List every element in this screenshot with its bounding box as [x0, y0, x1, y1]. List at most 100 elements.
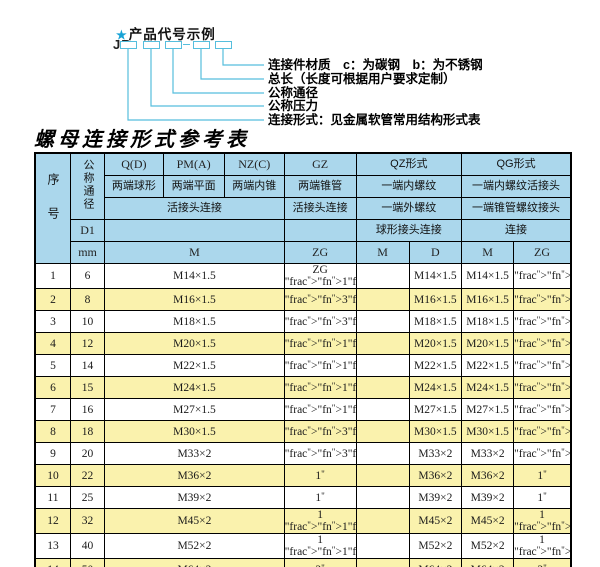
cell-qz-d: M27×1.5 [408, 398, 463, 422]
cell-gz: "frac">"fn">3"fd">4" [283, 420, 357, 444]
cell-seq: 7 [34, 398, 71, 422]
table-row: 28M16×1.5"frac">"fn">3"fd">8"M16×1.5M16×… [34, 288, 572, 312]
cell-seq: 10 [34, 464, 71, 488]
cell-m: M18×1.5 [104, 310, 285, 334]
cell-dn: 16 [69, 398, 106, 422]
cell-m: M33×2 [104, 442, 285, 466]
cell-qz-m [355, 508, 410, 535]
cell-qz-m [355, 262, 410, 290]
header-dn-text: 公称通径 [82, 158, 95, 211]
cell-m: M39×2 [104, 486, 285, 510]
cell-seq: 3 [34, 310, 71, 334]
label-connection: 连接形式：见金属软管常用结构形式表 [268, 113, 481, 127]
header-unit-qz-m: M [355, 241, 410, 264]
cell-qg-m: M14×1.5 [461, 262, 515, 290]
cell-m: M14×1.5 [104, 262, 285, 290]
cell-qz-m [355, 398, 410, 422]
cell-seq: 6 [34, 376, 71, 400]
cell-seq: 8 [34, 420, 71, 444]
cell-dn: 50 [69, 558, 106, 567]
cell-qz-m [355, 376, 410, 400]
header-unit-qg-m: M [461, 241, 515, 264]
cell-dn: 32 [69, 508, 106, 535]
cell-dn: 15 [69, 376, 106, 400]
cell-qg-m: M18×1.5 [461, 310, 515, 334]
table-row: 818M30×1.5"frac">"fn">3"fd">4"M30×1.5M30… [34, 420, 572, 444]
header-unit-m: M [104, 241, 285, 264]
cell-seq: 13 [34, 533, 71, 560]
cell-dn: 18 [69, 420, 106, 444]
header-dn: 公称通径 [69, 152, 106, 220]
cell-seq: 1 [34, 262, 71, 290]
cell-qg-m: M30×1.5 [461, 420, 515, 444]
cell-qz-m [355, 442, 410, 466]
cell-qz-d: M16×1.5 [408, 288, 463, 312]
cell-qz-m [355, 288, 410, 312]
cell-qg-zg: "frac">"fn">3"fd">4" [513, 420, 572, 444]
cell-qg-m: M27×1.5 [461, 398, 515, 422]
cell-qz-m [355, 558, 410, 567]
cell-qg-zg: "frac">"fn">3"fd">8" [513, 288, 572, 312]
header-gz-sub: 两端锥管 [283, 175, 357, 198]
header-qz-conn: 球形接头连接 [355, 219, 463, 242]
cell-gz: "frac">"fn">3"fd">4" [283, 442, 357, 466]
label-material: 连接件材质 c：为碳钢 b：为不锈钢 [268, 58, 483, 72]
cell-qg-zg: "frac">"fn">1"fd">4" [513, 262, 572, 290]
cell-qz-m [355, 464, 410, 488]
cell-gz: "frac">"fn">1"fd">2" [283, 354, 357, 378]
cell-gz: 2" [283, 558, 357, 567]
table-row: 1450M64×22"M64×2M64×22" [34, 558, 572, 567]
cell-qz-d: M18×1.5 [408, 310, 463, 334]
cell-qz-m [355, 354, 410, 378]
table-row: 615M24×1.5"frac">"fn">1"fd">2"M24×1.5M24… [34, 376, 572, 400]
cell-dn: 14 [69, 354, 106, 378]
cell-qz-d: M64×2 [408, 558, 463, 567]
header-q-sub: 两端球形 [104, 175, 164, 198]
label-diameter: 公称通径 [268, 86, 319, 100]
cell-qg-m: M16×1.5 [461, 288, 515, 312]
cell-seq: 14 [34, 558, 71, 567]
header-gz-join: 活接头连接 [283, 197, 357, 220]
cell-seq: 12 [34, 508, 71, 535]
header-col-qz: QZ形式 [355, 152, 463, 176]
cell-dn: 12 [69, 332, 106, 356]
cell-gz: "frac">"fn">1"fd">2" [283, 332, 357, 356]
cell-dn: 25 [69, 486, 106, 510]
cell-qz-d: M14×1.5 [408, 262, 463, 290]
cell-gz: ZG "frac">"fn">1"fd">4" [283, 262, 357, 290]
cell-m: M52×2 [104, 533, 285, 560]
header-unit-zg: ZG [283, 241, 357, 264]
cell-qg-zg: "frac">"fn">1"fd">2" [513, 376, 572, 400]
table-row: 11 25 M39×2 1" M39×2 M39×2 1" [34, 486, 572, 510]
cell-gz: "frac">"fn">1"fd">2" [283, 398, 357, 422]
header-col-qg: QG形式 [461, 152, 572, 176]
header-qg-conn: 连接 [461, 219, 572, 242]
cell-qg-zg: "frac">"fn">1"fd">2" [513, 354, 572, 378]
header-unit-qg-zg: ZG [513, 241, 572, 264]
cell-dn: 22 [69, 464, 106, 488]
label-length: 总长（长度可根据用户要求定制） [268, 72, 456, 86]
cell-qz-d: M20×1.5 [408, 332, 463, 356]
cell-gz: 1" [283, 464, 357, 488]
cell-qz-d: M45×2 [408, 508, 463, 535]
cell-qg-m: M22×1.5 [461, 354, 515, 378]
cell-qg-m: M52×2 [461, 533, 515, 560]
cell-qg-zg: "frac">"fn">3"fd">4" [513, 442, 572, 466]
code-dash [183, 44, 190, 45]
table-row: 716M27×1.5"frac">"fn">1"fd">2"M27×1.5M27… [34, 398, 572, 422]
cell-qg-m: M20×1.5 [461, 332, 515, 356]
header-qz-sub2: 一端外螺纹 [355, 197, 463, 220]
cell-qz-d: M24×1.5 [408, 376, 463, 400]
cell-m: M36×2 [104, 464, 285, 488]
header-d1: D1 [69, 219, 106, 242]
header-qz-sub1: 一端内螺纹 [355, 175, 463, 198]
cell-dn: 8 [69, 288, 106, 312]
table-row: 412M20×1.5"frac">"fn">1"fd">2"M20×1.5M20… [34, 332, 572, 356]
cell-seq: 9 [34, 442, 71, 466]
cell-gz: "frac">"fn">3"fd">8" [283, 288, 357, 312]
cell-qg-zg: "frac">"fn">1"fd">2" [513, 332, 572, 356]
cell-gz: "frac">"fn">3"fd">8" [283, 310, 357, 334]
diagram-heading-text: 产品代号示例 [128, 27, 216, 42]
